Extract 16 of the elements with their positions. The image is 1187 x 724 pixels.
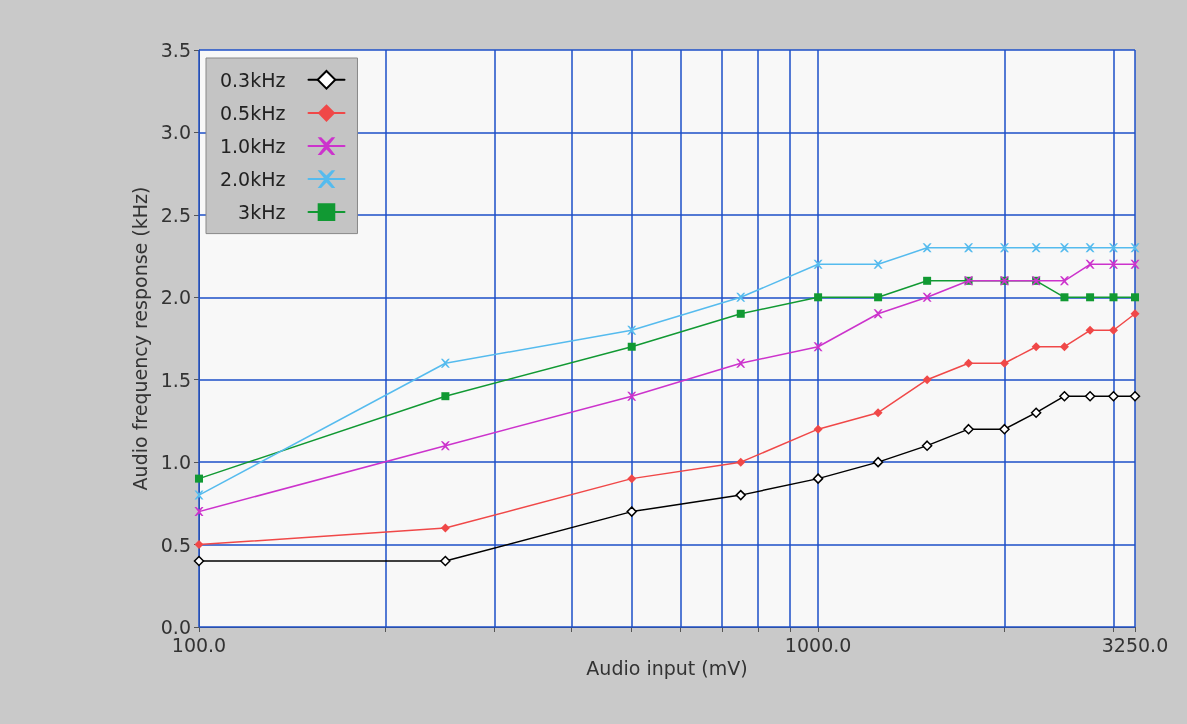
y-tick-label: 3.0 — [160, 121, 191, 144]
y-tick-label: 1.0 — [160, 451, 191, 474]
y-tick-label: 1.5 — [160, 368, 191, 391]
y-tick-label: 2.5 — [160, 203, 191, 226]
legend-label: 1.0kHz — [220, 135, 286, 158]
legend-label: 3kHz — [238, 201, 286, 224]
x-tick-label: 1000.0 — [784, 633, 852, 656]
x-tick-label: 3250.0 — [1101, 633, 1169, 656]
y-tick-label: 2.0 — [160, 286, 191, 309]
legend-label: 2.0kHz — [220, 168, 286, 191]
y-tick-label: 0.5 — [160, 533, 191, 556]
y-axis-title: Audio frequency response (kHz) — [129, 186, 152, 491]
y-tick-label: 3.5 — [160, 39, 191, 61]
legend-label: 0.5kHz — [220, 102, 286, 125]
x-axis-title: Audio input (mV) — [586, 657, 748, 680]
legend-label: 0.3kHz — [220, 68, 286, 91]
